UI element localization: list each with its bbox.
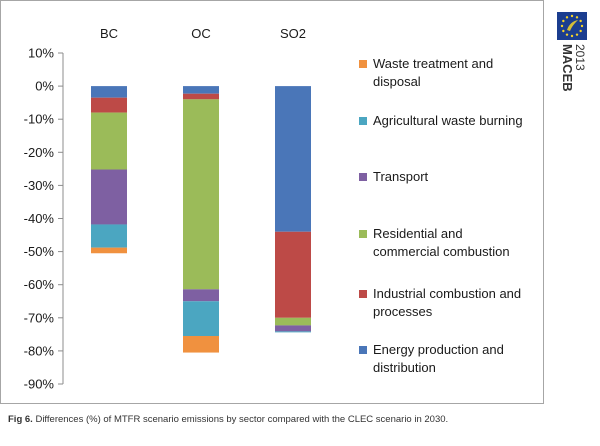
- eu-stars-logo-icon: [557, 12, 587, 40]
- legend-swatch: [359, 117, 367, 125]
- legend-label: Transport: [373, 169, 429, 184]
- y-tick-label: -40%: [24, 211, 55, 226]
- legend-label: commercial combustion: [373, 244, 510, 259]
- category-label: OC: [191, 26, 211, 41]
- maceb-badge: MACEB 2013: [553, 12, 593, 132]
- y-tick-label: -10%: [24, 112, 55, 127]
- bar-segment: [91, 112, 127, 170]
- legend-label: Waste treatment and: [373, 56, 493, 71]
- bar-segment: [91, 247, 127, 254]
- legend-swatch: [359, 290, 367, 298]
- bar-segment: [275, 231, 311, 318]
- bar-segment: [183, 289, 219, 302]
- figure-caption: Fig 6. Differences (%) of MTFR scenario …: [8, 414, 588, 425]
- legend-label: Residential and: [373, 226, 463, 241]
- y-tick-label: -50%: [24, 244, 55, 259]
- legend-swatch: [359, 173, 367, 181]
- legend-swatch: [359, 346, 367, 354]
- bar-segment: [91, 169, 127, 225]
- category-label: SO2: [280, 26, 306, 41]
- y-tick-label: -60%: [24, 277, 55, 292]
- bar-segment: [183, 99, 219, 290]
- chart-frame: 10% 0% -10% -20% -30% -40% -50% -60% -70% -80% -90…: [0, 0, 544, 404]
- badge-name: MACEB: [560, 44, 575, 92]
- bar-segment: [91, 224, 127, 248]
- legend-label: processes: [373, 304, 433, 319]
- y-tick-label: -30%: [24, 178, 55, 193]
- bar-segment: [183, 86, 219, 94]
- category-label: BC: [100, 26, 118, 41]
- bar-segment: [183, 301, 219, 337]
- legend-label: Industrial combustion and: [373, 286, 521, 301]
- legend-label: Energy production and: [373, 342, 504, 357]
- legend-label: disposal: [373, 74, 421, 89]
- bar-segment: [275, 86, 311, 232]
- y-tick-label: -70%: [24, 310, 55, 325]
- bar-segment: [275, 331, 311, 333]
- y-tick-label: -20%: [24, 145, 55, 160]
- chart-plot: 10% 0% -10% -20% -30% -40% -50% -60% -70% -80% -90…: [24, 26, 523, 392]
- legend-label: Agricultural waste burning: [373, 113, 523, 128]
- bar-segment: [183, 336, 219, 353]
- legend-swatch: [359, 230, 367, 238]
- bar-segment: [183, 93, 219, 100]
- bar-segment: [91, 86, 127, 98]
- badge-text: MACEB 2013: [553, 44, 593, 134]
- y-tick-label: -80%: [24, 343, 55, 358]
- bar-segment: [275, 317, 311, 326]
- bar-segment: [275, 325, 311, 332]
- y-tick-label: 10%: [28, 46, 54, 61]
- caption-label: Fig 6.: [8, 414, 33, 425]
- legend-label: distribution: [373, 360, 436, 375]
- y-tick-label: 0%: [35, 79, 54, 94]
- bar-segment: [91, 97, 127, 113]
- y-tick-label: -90%: [24, 377, 55, 392]
- badge-year: 2013: [573, 44, 587, 71]
- caption-text: Differences (%) of MTFR scenario emissio…: [32, 414, 449, 425]
- legend-swatch: [359, 60, 367, 68]
